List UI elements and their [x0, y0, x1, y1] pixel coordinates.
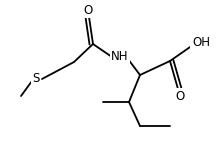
Text: OH: OH — [192, 36, 210, 48]
Text: O: O — [83, 3, 93, 16]
Text: NH: NH — [111, 51, 129, 63]
Text: S: S — [32, 72, 40, 86]
Text: O: O — [175, 90, 185, 102]
